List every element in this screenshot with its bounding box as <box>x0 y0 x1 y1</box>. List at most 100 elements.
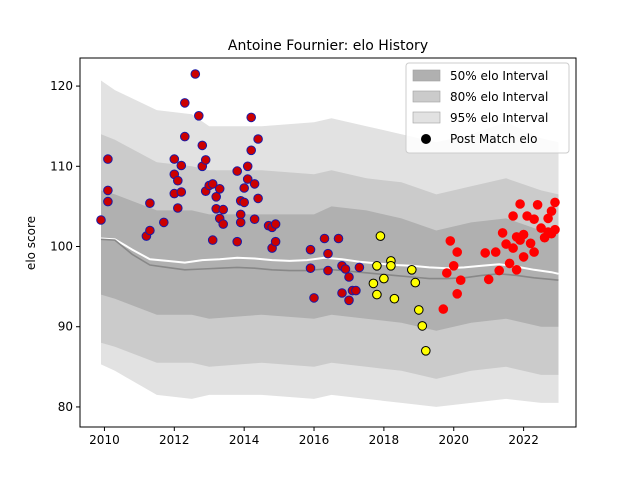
point-blue <box>351 285 361 296</box>
point-blue <box>145 198 155 208</box>
point-blue <box>239 197 249 208</box>
x-tick-label: 2022 <box>508 433 539 447</box>
point-red <box>480 248 491 258</box>
band-50 <box>101 190 559 331</box>
point-yellow <box>389 293 400 304</box>
point-blue <box>344 272 354 282</box>
y-tick-label: 110 <box>50 159 73 173</box>
point-blue <box>323 265 333 276</box>
point-yellow <box>407 265 417 275</box>
y-axis: 80 90 100 110 120 <box>50 79 80 414</box>
point-red <box>529 247 539 257</box>
point-blue <box>309 293 319 303</box>
point-blue <box>169 154 180 164</box>
point-blue <box>253 134 263 144</box>
legend-swatch <box>412 69 441 82</box>
x-tick-label: 2020 <box>438 433 469 447</box>
point-blue <box>103 154 113 164</box>
point-blue <box>190 69 201 79</box>
point-red <box>518 252 529 262</box>
point-red <box>529 214 539 224</box>
point-blue <box>319 233 330 244</box>
point-red <box>445 236 456 246</box>
point-blue <box>235 209 246 220</box>
point-blue <box>253 193 263 204</box>
point-red <box>455 275 466 286</box>
point-blue <box>159 217 169 228</box>
y-tick-label: 100 <box>50 240 73 254</box>
legend-label: Post Match elo <box>450 132 537 146</box>
x-tick-label: 2018 <box>369 433 400 447</box>
point-red <box>448 261 459 271</box>
legend-box <box>405 62 570 154</box>
point-blue <box>180 131 190 142</box>
point-red <box>501 239 511 249</box>
point-red <box>511 265 522 275</box>
point-blue <box>305 263 316 274</box>
point-red <box>525 238 536 249</box>
y-tick-label: 120 <box>50 79 73 93</box>
point-blue <box>242 174 253 184</box>
point-blue <box>96 215 106 225</box>
point-blue <box>180 98 190 108</box>
point-red <box>550 197 560 208</box>
point-blue <box>103 185 113 196</box>
point-yellow <box>379 273 389 284</box>
point-yellow <box>414 305 424 315</box>
point-yellow <box>421 346 431 356</box>
y-axis-label: elo score <box>24 216 38 270</box>
white-line <box>100 237 559 275</box>
point-red <box>452 247 463 257</box>
point-blue <box>344 295 354 306</box>
point-blue <box>176 160 187 171</box>
point-blue <box>207 179 218 189</box>
point-blue <box>249 214 260 224</box>
point-red <box>483 274 494 285</box>
point-blue <box>173 203 183 213</box>
point-red <box>497 228 508 238</box>
point-blue <box>235 217 246 228</box>
point-yellow <box>375 231 386 241</box>
x-axis: 2010 2012 2014 2016 2018 2020 2022 <box>89 427 539 447</box>
legend: 50% elo Interval 80% elo Interval 95% elo … <box>405 62 570 154</box>
point-blue <box>354 262 365 273</box>
point-yellow <box>368 278 379 289</box>
point-blue <box>246 112 256 123</box>
legend-label: 50% elo Interval <box>450 69 548 83</box>
series-lines <box>100 237 559 281</box>
legend-label: 80% elo Interval <box>450 90 548 104</box>
point-blue <box>145 225 155 236</box>
point-blue <box>249 179 260 189</box>
x-tick-label: 2014 <box>229 433 260 447</box>
chart-title: Antoine Fournier: elo History <box>228 38 428 54</box>
y-tick-label: 90 <box>58 320 73 334</box>
point-yellow <box>372 289 382 300</box>
point-yellow <box>417 321 428 331</box>
point-red <box>515 199 525 209</box>
point-blue <box>270 236 281 247</box>
point-blue <box>242 161 253 172</box>
point-blue <box>197 140 208 151</box>
legend-label: 95% elo Interval <box>450 111 548 125</box>
point-blue <box>323 248 333 259</box>
legend-marker <box>421 134 431 144</box>
point-red <box>504 258 515 269</box>
point-red <box>494 265 505 276</box>
plot-frame <box>79 57 577 428</box>
point-yellow <box>410 277 421 288</box>
point-red <box>508 211 518 221</box>
legend-swatch <box>412 90 441 103</box>
point-blue <box>270 219 281 229</box>
point-blue <box>246 145 256 156</box>
point-red <box>490 247 501 257</box>
point-blue <box>176 187 187 197</box>
point-red <box>532 200 543 210</box>
point-blue <box>218 204 228 215</box>
y-tick-label: 80 <box>58 400 73 414</box>
point-red <box>518 229 529 240</box>
point-blue <box>194 111 204 121</box>
point-blue <box>340 264 351 274</box>
point-red <box>442 268 452 278</box>
point-blue <box>232 166 242 176</box>
